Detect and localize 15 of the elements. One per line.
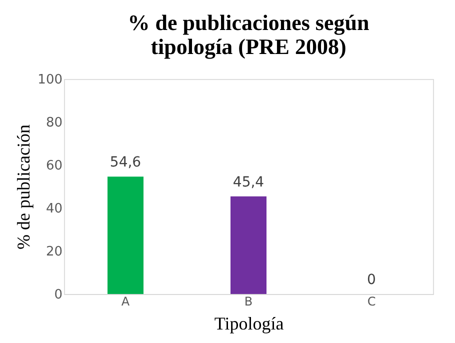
y-tick-label: 60 xyxy=(46,158,62,174)
x-axis-title: Tipología xyxy=(214,314,284,334)
y-tick-label: 40 xyxy=(46,202,62,216)
y-tick-label: 20 xyxy=(46,244,62,260)
x-tick-label: C xyxy=(367,294,376,308)
data-label: 54,6 xyxy=(110,154,142,171)
y-tick-label: 100 xyxy=(38,72,62,88)
y-axis-title: % de publicación xyxy=(14,124,34,250)
y-tick-label: 80 xyxy=(46,116,62,130)
x-tick-label: A xyxy=(121,294,130,308)
x-tick-label: B xyxy=(244,294,253,308)
data-label: 45,4 xyxy=(232,174,264,190)
y-tick-label: 0 xyxy=(54,288,62,302)
chart-title: % de publicaciones según tipología (PRE 2008) xyxy=(128,10,370,59)
data-label: 0 xyxy=(367,272,376,288)
